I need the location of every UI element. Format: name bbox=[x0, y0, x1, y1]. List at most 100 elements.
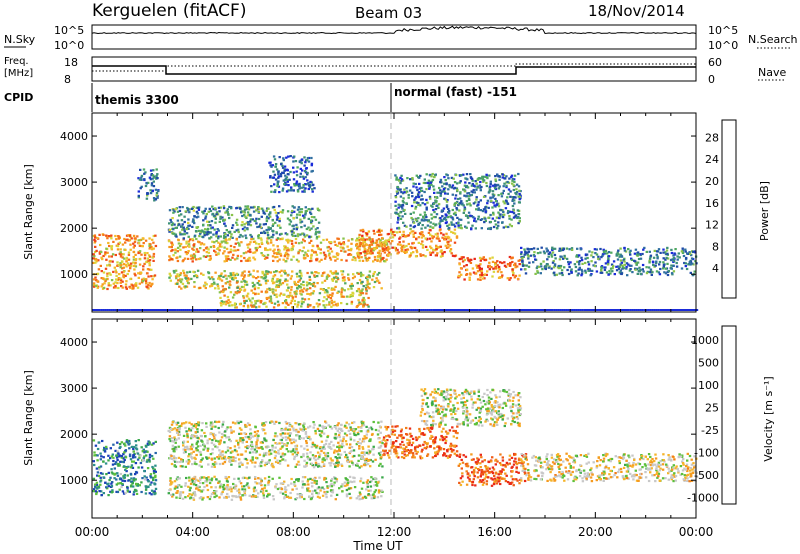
power-cell bbox=[304, 187, 307, 190]
power-cell bbox=[286, 254, 290, 257]
velocity-cell bbox=[138, 484, 141, 487]
velocity-cell bbox=[349, 443, 352, 446]
power-cell bbox=[432, 185, 435, 188]
power-cell bbox=[286, 233, 289, 236]
power-cell bbox=[449, 248, 453, 251]
power-cell bbox=[289, 302, 293, 305]
power-cell bbox=[123, 237, 126, 241]
power-cell bbox=[303, 309, 306, 311]
power-cell bbox=[217, 241, 220, 244]
power-cell bbox=[311, 292, 315, 295]
power-cell bbox=[233, 302, 237, 305]
power-cell bbox=[178, 223, 181, 226]
velocity-cell bbox=[137, 466, 140, 469]
power-cell bbox=[187, 250, 190, 253]
velocity-cell bbox=[129, 485, 133, 488]
power-cell bbox=[513, 178, 516, 181]
power-cell bbox=[469, 173, 472, 176]
power-cell bbox=[358, 259, 361, 262]
power-cell bbox=[276, 252, 279, 255]
power-cell bbox=[215, 253, 218, 256]
power-cell bbox=[674, 248, 677, 251]
power-cell bbox=[241, 309, 244, 311]
power-cell bbox=[657, 248, 661, 251]
power-cell bbox=[223, 270, 226, 273]
velocity-cell bbox=[134, 478, 137, 481]
power-cell bbox=[395, 208, 398, 211]
power-cell bbox=[132, 242, 135, 245]
power-cell bbox=[115, 271, 118, 274]
power-cell bbox=[284, 181, 287, 184]
power-cell bbox=[536, 270, 539, 273]
power-cell bbox=[600, 265, 604, 268]
power-cell bbox=[223, 300, 226, 304]
power-cell bbox=[281, 166, 285, 169]
power-cell bbox=[455, 187, 459, 190]
power-cell bbox=[539, 309, 542, 311]
power-cell bbox=[466, 195, 469, 198]
power-cell bbox=[121, 267, 124, 270]
power-cell bbox=[471, 224, 474, 227]
power-cell bbox=[342, 295, 346, 298]
power-cell bbox=[245, 283, 249, 286]
velocity-cell bbox=[117, 452, 120, 455]
power-cell bbox=[246, 304, 250, 307]
power-cell bbox=[479, 259, 482, 262]
power-cell bbox=[479, 278, 482, 281]
power-cell bbox=[501, 216, 505, 219]
power-cell bbox=[243, 208, 247, 211]
power-cell bbox=[432, 235, 436, 238]
velocity-cell bbox=[107, 482, 110, 485]
power-cell bbox=[323, 279, 327, 282]
power-cell bbox=[136, 286, 140, 289]
power-cell bbox=[299, 309, 302, 311]
power-cell bbox=[540, 265, 543, 268]
power-cell bbox=[301, 297, 304, 300]
power-cell bbox=[138, 239, 142, 242]
power-cell bbox=[453, 228, 457, 231]
velocity-cell bbox=[363, 453, 366, 456]
velocity-cell bbox=[100, 455, 103, 458]
power-cell bbox=[511, 179, 514, 182]
velocity-cell bbox=[304, 427, 307, 431]
power-cell bbox=[416, 309, 419, 311]
power-cell bbox=[635, 263, 638, 266]
power-cell bbox=[560, 272, 564, 275]
power-cell bbox=[446, 211, 450, 214]
power-cell bbox=[222, 205, 226, 208]
power-cell bbox=[414, 207, 417, 210]
power-cell bbox=[365, 288, 368, 291]
power-cell bbox=[262, 302, 265, 306]
velocity-cell bbox=[132, 493, 135, 496]
power-cell bbox=[310, 283, 313, 286]
power-cell bbox=[664, 253, 668, 256]
power-cell bbox=[357, 309, 360, 311]
power-cell bbox=[264, 279, 268, 282]
cpid-panel: CPID themis 3300 normal (fast) -151 bbox=[4, 83, 517, 112]
velocity-cell bbox=[213, 461, 217, 464]
power-cell bbox=[156, 173, 159, 176]
power-cell bbox=[302, 280, 305, 283]
power-cell bbox=[536, 271, 540, 274]
power-cell bbox=[288, 178, 291, 181]
power-cell bbox=[524, 250, 527, 253]
power-cell bbox=[302, 183, 305, 187]
velocity-cell bbox=[363, 435, 366, 438]
power-cell bbox=[406, 309, 409, 311]
power-cell bbox=[489, 182, 492, 186]
power-cell bbox=[212, 278, 215, 281]
power-cell bbox=[143, 262, 146, 265]
power-cell bbox=[610, 251, 613, 254]
power-cell bbox=[301, 214, 305, 217]
power-cell bbox=[305, 227, 309, 231]
power-cell bbox=[173, 223, 176, 226]
power-cell bbox=[578, 266, 581, 269]
velocity-cell bbox=[244, 423, 247, 427]
power-cell bbox=[174, 226, 177, 229]
velocity-cell bbox=[115, 483, 118, 486]
power-cell bbox=[444, 192, 447, 195]
power-cell bbox=[153, 199, 156, 202]
power-cell bbox=[323, 296, 326, 299]
power-cell bbox=[366, 275, 369, 278]
power-cell bbox=[501, 274, 504, 277]
